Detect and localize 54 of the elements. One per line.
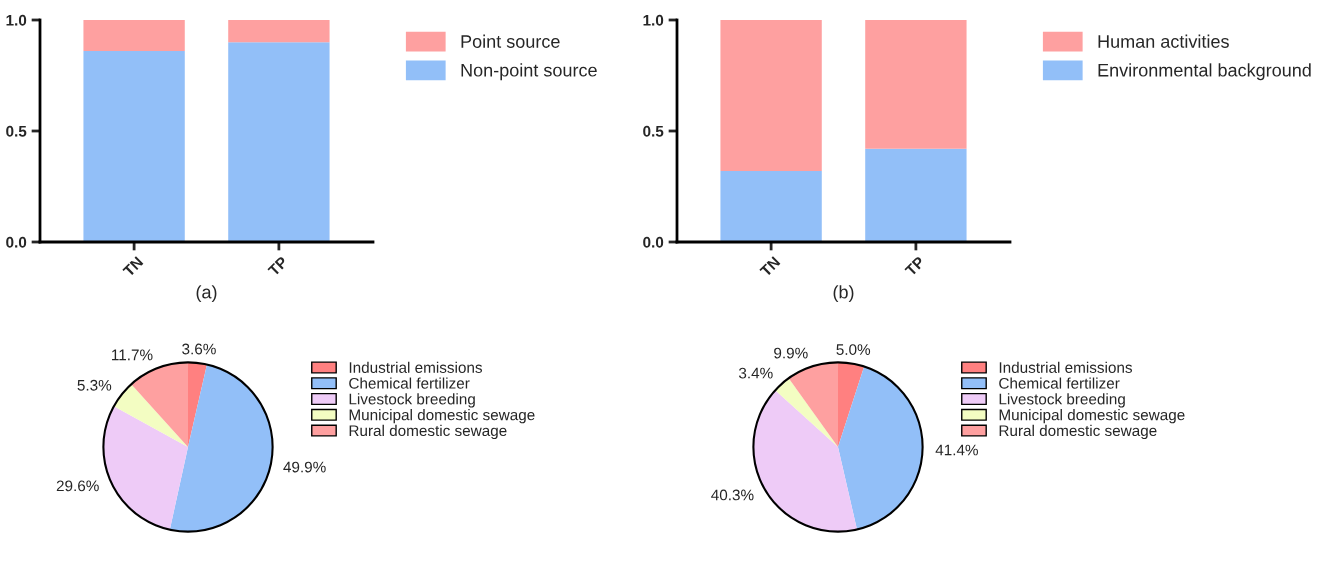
pie-slice — [113, 384, 188, 447]
bar — [865, 20, 967, 149]
x-axis-title: (b) — [833, 285, 854, 303]
bar — [83, 51, 185, 242]
legend-label: Livestock breeding — [349, 393, 475, 408]
pie-slice — [169, 364, 273, 532]
legend-label: Municipal domestic sewage — [349, 409, 535, 424]
x-tick-label: TP — [904, 255, 926, 277]
x-tick-label: TN — [122, 256, 144, 278]
data-label: 40.3% — [711, 489, 754, 501]
y-tick-label: 0.5 — [643, 125, 664, 137]
legend-label: Human activities — [1098, 34, 1229, 48]
pie-slice — [775, 378, 838, 447]
data-label: 5.3% — [77, 379, 112, 391]
legend-label: Chemical fertilizer — [349, 377, 470, 389]
y-tick-label: 0.0 — [643, 236, 664, 248]
legend-label: Non-point source — [461, 63, 597, 81]
y-tick-label: 1.0 — [643, 14, 664, 26]
x-axis-title: (a) — [196, 285, 217, 303]
data-label: 29.6% — [56, 480, 99, 492]
legend-label: Rural domestic sewage — [999, 424, 1157, 440]
bar — [228, 20, 330, 43]
data-label: 3.6% — [182, 343, 216, 355]
legend-label: Industrial emissions — [999, 361, 1133, 373]
y-tick-label: 0.5 — [6, 125, 27, 137]
legend-label: Industrial emissions — [349, 361, 483, 373]
y-tick-label: 1.0 — [6, 14, 27, 26]
x-tick-label: TN — [759, 256, 781, 278]
legend-label: Rural domestic sewage — [349, 424, 507, 440]
legend-label: Chemical fertilizer — [999, 377, 1120, 389]
bar — [720, 170, 822, 242]
x-tick-label: TP — [267, 255, 289, 277]
legend-label: Point source — [461, 34, 560, 48]
legend-label: Municipal domestic sewage — [999, 409, 1185, 424]
pie-slice — [103, 406, 188, 530]
data-label: 41.4% — [935, 444, 978, 456]
pie-slice — [838, 366, 923, 530]
pie-slice — [753, 390, 857, 532]
pie-slice — [838, 362, 865, 447]
data-label: 9.9% — [774, 347, 808, 359]
bar — [228, 42, 330, 242]
legend-label: Environmental background — [1098, 63, 1311, 81]
pie-slice — [788, 362, 838, 447]
bar — [865, 148, 967, 242]
data-label: 5.0% — [836, 344, 871, 355]
data-label: 3.4% — [738, 367, 773, 379]
bar — [83, 20, 185, 52]
data-label: 49.9% — [283, 461, 326, 473]
data-label: 11.7% — [112, 349, 153, 361]
bar — [720, 20, 822, 171]
pie-slice — [188, 362, 207, 447]
legend-label: Livestock breeding — [999, 393, 1125, 408]
y-tick-label: 0.0 — [6, 236, 27, 248]
pie-slice — [131, 362, 188, 447]
